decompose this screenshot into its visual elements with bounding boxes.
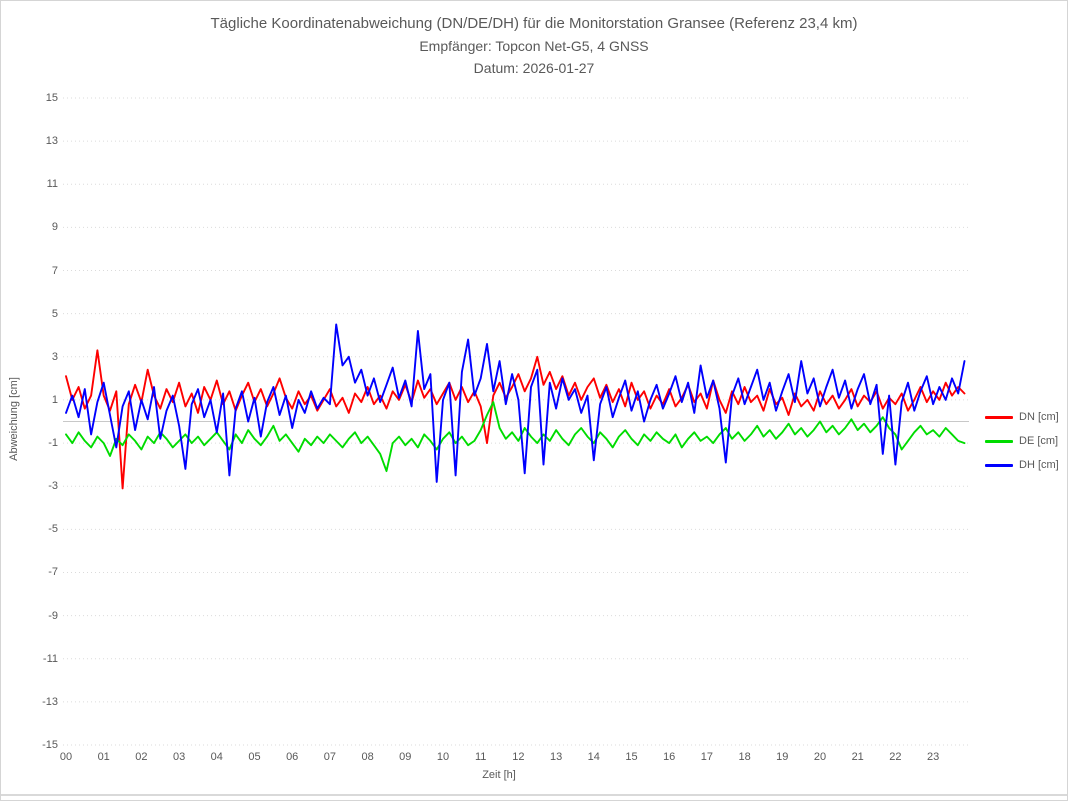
x-tick-label-14: 14: [587, 751, 600, 763]
title-block: Tägliche Koordinatenabweichung (DN/DE/DH…: [1, 13, 1067, 79]
y-tick-label-15: 15: [45, 92, 58, 104]
y-tick-label--3: -3: [48, 480, 58, 493]
x-tick-label-17: 17: [700, 751, 714, 763]
y-tick-label-13: 13: [45, 135, 58, 148]
y-tick-label--15: -15: [42, 739, 58, 751]
series-line-dh: [65, 323, 966, 483]
y-tick-label-11: 11: [46, 178, 58, 191]
x-tick-label-15: 15: [625, 751, 638, 763]
x-tick-label-10: 10: [436, 751, 450, 763]
y-tick-label-9: 9: [51, 221, 58, 234]
chart-subtitle-receiver: Empfänger: Topcon Net-G5, 4 GNSS: [419, 38, 649, 54]
bottom-divider: [1, 794, 1067, 796]
x-tick-label-07: 07: [323, 751, 337, 763]
y-tick-label-7: 7: [51, 264, 58, 277]
series-line-de: [65, 401, 966, 473]
x-tick-label-22: 22: [889, 751, 902, 763]
x-tick-label-19: 19: [776, 751, 789, 763]
x-tick-label-04: 04: [210, 751, 223, 763]
legend-label-dn: DN [cm]: [1019, 411, 1059, 423]
x-tick-label-06: 06: [286, 751, 299, 763]
x-tick-label-21: 21: [851, 751, 864, 763]
x-tick-label-11: 11: [474, 751, 487, 763]
x-tick-label-05: 05: [248, 751, 261, 763]
legend-line-sample-dn: [985, 415, 1013, 419]
series-lines: [65, 323, 966, 490]
gridlines: [63, 97, 969, 746]
legend-item-dn: DN [cm]: [985, 409, 1059, 425]
legend: DN [cm] DE [cm] DH [cm]: [985, 409, 1059, 481]
x-tick-label-01: 01: [97, 751, 110, 763]
x-tick-label-23: 23: [926, 751, 940, 763]
y-tick-label--11: -11: [42, 652, 58, 665]
y-tick-label--9: -9: [48, 609, 58, 622]
y-tick-label-1: 1: [51, 393, 58, 406]
legend-label-dh: DH [cm]: [1019, 459, 1059, 471]
legend-item-dh: DH [cm]: [985, 457, 1059, 473]
y-tick-label--5: -5: [48, 523, 58, 536]
legend-label-de: DE [cm]: [1019, 435, 1059, 447]
x-tick-label-08: 08: [361, 751, 374, 763]
x-axis-title: Zeit [h]: [482, 769, 516, 781]
x-tick-label-02: 02: [135, 751, 148, 763]
y-tick-label-5: 5: [51, 307, 58, 320]
y-tick-label--13: -13: [42, 695, 58, 708]
legend-line-sample-de: [985, 439, 1013, 443]
x-tick-label-00: 00: [59, 751, 73, 763]
y-axis-title: Abweichung [cm]: [8, 377, 20, 461]
x-tick-label-16: 16: [663, 751, 676, 763]
x-tick-label-13: 13: [549, 751, 563, 763]
series-line-dn: [65, 349, 966, 490]
y-tick-label--7: -7: [48, 566, 58, 579]
legend-line-sample-dh: [985, 463, 1013, 467]
y-tick-label--1: -1: [48, 437, 58, 450]
x-tick-label-18: 18: [738, 751, 751, 763]
chart-subtitle-date: Datum: 2026-01-27: [473, 60, 595, 76]
x-tick-label-12: 12: [512, 751, 525, 763]
y-tick-label-3: 3: [51, 350, 58, 363]
x-tick-label-03: 03: [172, 751, 186, 763]
x-tick-label-20: 20: [813, 751, 827, 763]
x-tick-label-09: 09: [399, 751, 412, 763]
chart-title: Tägliche Koordinatenabweichung (DN/DE/DH…: [210, 15, 858, 32]
legend-item-de: DE [cm]: [985, 433, 1059, 449]
